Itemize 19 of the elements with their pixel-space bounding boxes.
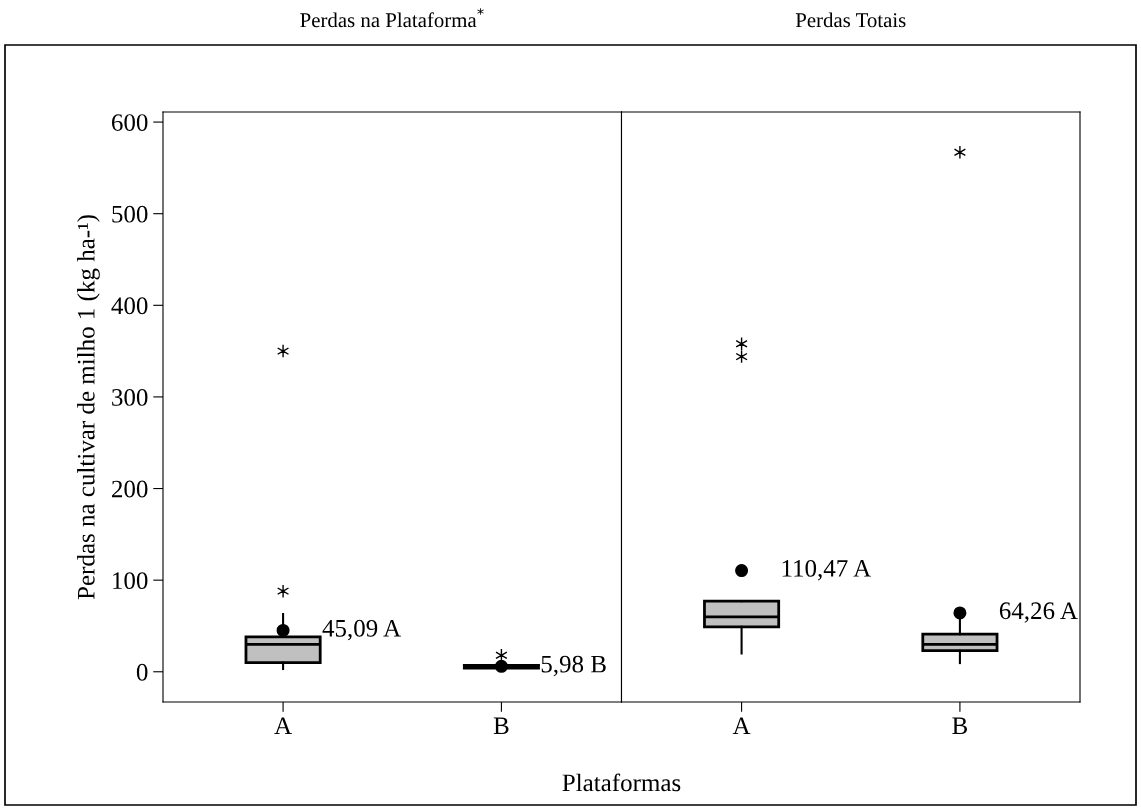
- x-tick-label: A: [274, 717, 292, 734]
- annotation: 110,47 A: [782, 559, 872, 581]
- y-axis-title: Perdas na cultivar de milho 1 (kg ha-¹): [77, 215, 100, 600]
- x-tick-label: B: [952, 717, 968, 735]
- x-axis-title: Plataformas: [562, 773, 681, 792]
- y-tick-label: 400: [111, 297, 148, 315]
- y-tick-label: 100: [113, 572, 148, 590]
- chart-title: Perdas Totais: [795, 12, 906, 28]
- y-tick-label: 0: [136, 663, 148, 681]
- x-tick-label: B: [493, 717, 509, 735]
- x-tick-label: A: [732, 717, 751, 734]
- y-tick-label: 600: [111, 114, 148, 131]
- y-tick-label: 300: [112, 388, 148, 406]
- annotation: 5,98 B: [541, 655, 606, 677]
- y-tick-label: 200: [112, 480, 148, 498]
- chart-title: Perdas na Plataforma$^{*}$: [300, 8, 484, 28]
- y-tick-label: 500: [112, 205, 148, 223]
- annotation: 64,26 A: [999, 602, 1078, 623]
- annotation: 45,09 A: [322, 619, 401, 641]
